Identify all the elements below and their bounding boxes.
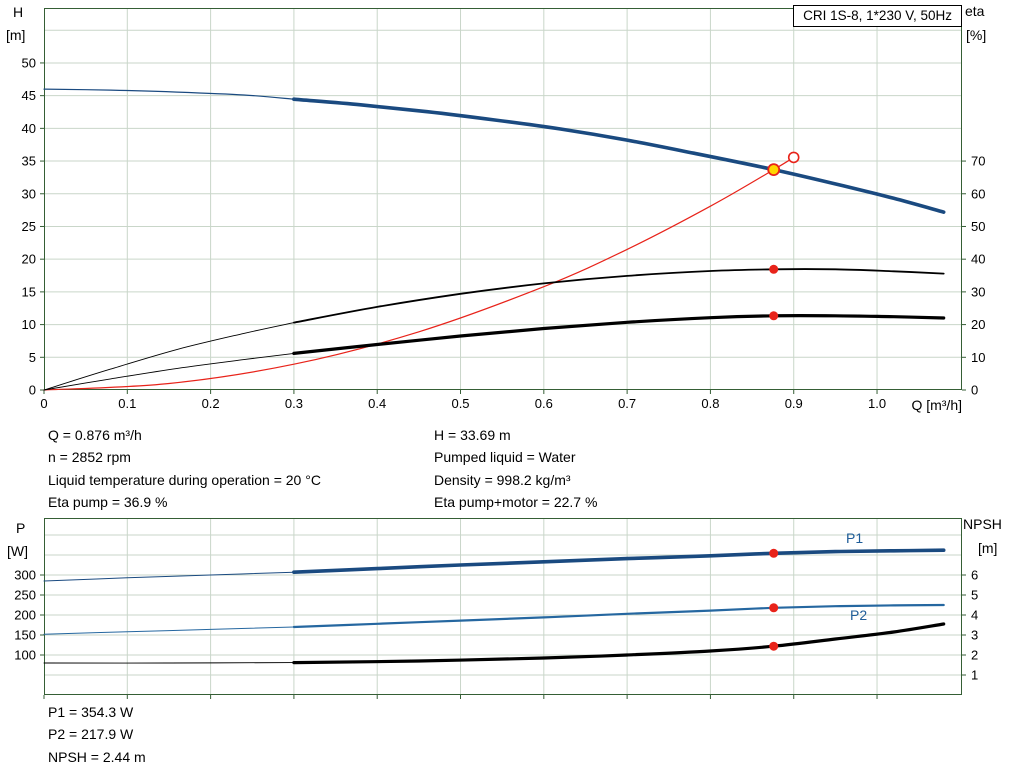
- svg-text:6: 6: [971, 568, 978, 583]
- svg-text:40: 40: [971, 252, 985, 267]
- p1-result-text: P1 = 354.3 W: [48, 704, 134, 720]
- svg-text:70: 70: [971, 154, 985, 169]
- speed-text: n = 2852 rpm: [48, 449, 131, 466]
- svg-text:10: 10: [971, 350, 985, 365]
- svg-text:20: 20: [971, 317, 985, 332]
- h-axis-title: H: [13, 4, 24, 20]
- npsh-result-text: NPSH = 2.44 m: [48, 748, 146, 765]
- operating-data-right-column: H = 33.69 m Pumped liquid = Water Densit…: [434, 424, 597, 514]
- svg-text:4: 4: [971, 608, 978, 623]
- svg-text:5: 5: [29, 350, 36, 365]
- pumped-liquid-text: Pumped liquid = Water: [434, 449, 576, 466]
- p2-result-text: P2 = 217.9 W: [48, 726, 134, 743]
- p2-curve-label: P2: [850, 607, 868, 623]
- svg-text:50: 50: [22, 55, 36, 70]
- operating-data-left-column: Q = 0.876 m³/h n = 2852 rpm Liquid tempe…: [48, 424, 321, 514]
- svg-text:0: 0: [971, 383, 978, 398]
- svg-text:0.8: 0.8: [701, 396, 719, 411]
- eta-pump-motor-text: Eta pump+motor = 22.7 %: [434, 494, 598, 511]
- svg-text:150: 150: [14, 628, 36, 643]
- duty-head-text: H = 33.69 m: [434, 427, 511, 443]
- svg-text:0.6: 0.6: [535, 396, 553, 411]
- power-npsh-chart: 100 150 200 250 300 1 2 3 4 5 6: [14, 518, 978, 699]
- svg-text:10: 10: [22, 317, 36, 332]
- svg-text:25: 25: [22, 219, 36, 234]
- pump-model-title: CRI 1S-8, 1*230 V, 50Hz: [793, 5, 962, 27]
- svg-text:200: 200: [14, 608, 36, 623]
- svg-text:0.1: 0.1: [118, 396, 136, 411]
- svg-text:30: 30: [22, 186, 36, 201]
- svg-text:0.9: 0.9: [785, 396, 803, 411]
- svg-text:35: 35: [22, 154, 36, 169]
- svg-text:15: 15: [22, 284, 36, 299]
- svg-text:0.4: 0.4: [368, 396, 386, 411]
- svg-text:0.5: 0.5: [451, 396, 469, 411]
- svg-text:100: 100: [14, 648, 36, 663]
- svg-text:1.0: 1.0: [868, 396, 886, 411]
- density-text: Density = 998.2 kg/m³: [434, 471, 571, 488]
- p-axis-unit: [W]: [7, 543, 28, 559]
- svg-text:60: 60: [971, 186, 985, 201]
- svg-text:300: 300: [14, 568, 36, 583]
- svg-text:0.2: 0.2: [202, 396, 220, 411]
- svg-text:0.3: 0.3: [285, 396, 303, 411]
- eta-axis-title: eta: [965, 3, 985, 19]
- svg-text:20: 20: [22, 252, 36, 267]
- liquid-temp-text: Liquid temperature during operation = 20…: [48, 471, 321, 488]
- q-axis-title: Q [m³/h]: [911, 397, 962, 413]
- qh-eta-chart: 0 0.1 0.2 0.3 0.4 0.5 0.6 0.7 0.8 0.9 1.0 0 5 10 15 20 2…: [22, 8, 985, 411]
- eta-axis-unit: [%]: [966, 27, 987, 43]
- svg-text:2: 2: [971, 648, 978, 663]
- svg-text:50: 50: [971, 219, 985, 234]
- results-column: P1 = 354.3 W P2 = 217.9 W NPSH = 2.44 m: [48, 701, 146, 768]
- svg-text:45: 45: [22, 88, 36, 103]
- npsh-axis-unit: [m]: [978, 540, 998, 556]
- svg-text:40: 40: [22, 121, 36, 136]
- eta-pump-text: Eta pump = 36.9 %: [48, 494, 168, 511]
- svg-text:250: 250: [14, 588, 36, 603]
- p1-curve-label: P1: [846, 530, 864, 546]
- npsh-axis-title: NPSH: [963, 516, 1002, 532]
- svg-text:3: 3: [971, 628, 978, 643]
- svg-text:5: 5: [971, 588, 978, 603]
- h-axis-unit: [m]: [6, 27, 26, 43]
- duty-flow-text: Q = 0.876 m³/h: [48, 427, 142, 443]
- svg-text:0: 0: [40, 396, 47, 411]
- p-axis-title: P: [16, 520, 26, 536]
- svg-text:0.7: 0.7: [618, 396, 636, 411]
- svg-text:30: 30: [971, 284, 985, 299]
- svg-text:1: 1: [971, 668, 978, 683]
- svg-text:0: 0: [29, 383, 36, 398]
